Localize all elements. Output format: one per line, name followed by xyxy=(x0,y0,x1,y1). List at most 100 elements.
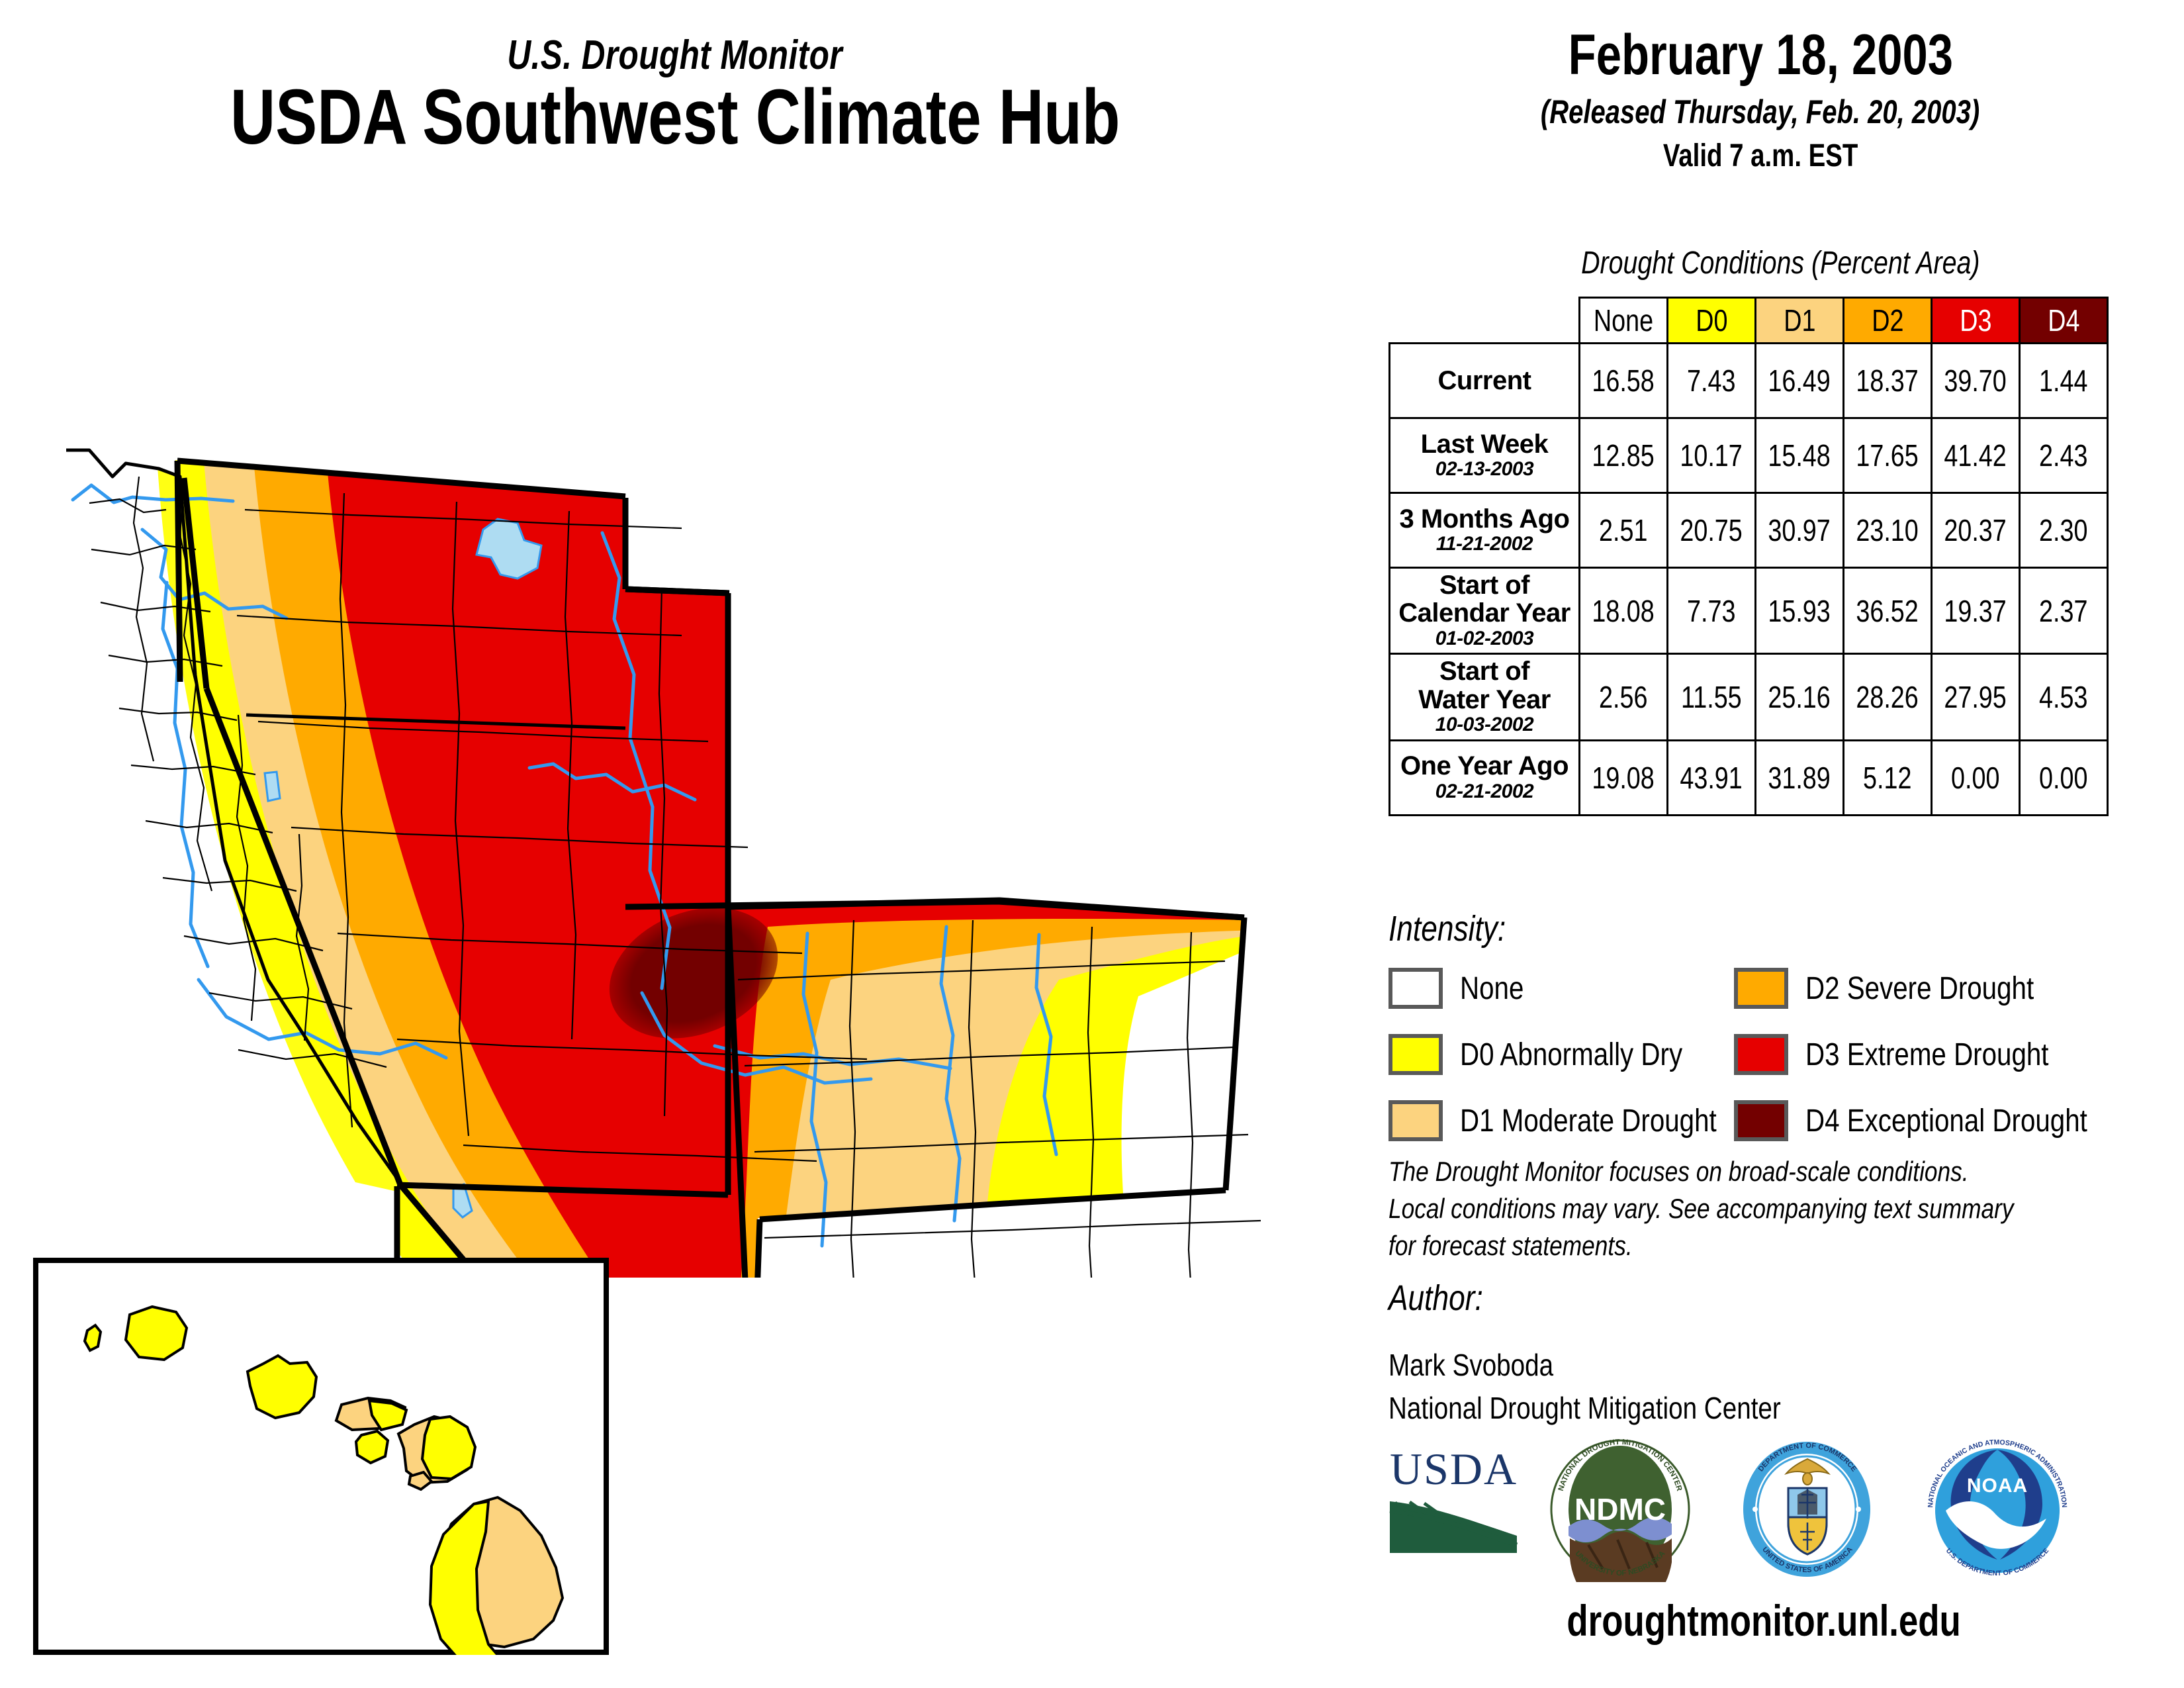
hawaii-inset[interactable] xyxy=(33,1258,609,1670)
noaa-logo: NOAA NATIONAL OCEANIC AND ATMOSPHERIC AD… xyxy=(1927,1438,2068,1578)
svg-text:NDMC: NDMC xyxy=(1574,1492,1666,1526)
row-label-title: One Year Ago xyxy=(1400,751,1569,781)
svg-text:NOAA: NOAA xyxy=(1967,1475,2028,1497)
cell-d4: 2.43 xyxy=(2019,417,2109,494)
cell-d2: 23.10 xyxy=(1843,492,1933,569)
ndmc-logo: NDMC NATIONAL DROUGHT MITIGATION CENTER … xyxy=(1550,1438,1690,1614)
cell-none: 19.08 xyxy=(1578,739,1668,816)
d4-exceptional-area xyxy=(609,908,778,1039)
legend-item-d1[interactable]: D1 Moderate Drought xyxy=(1388,1100,1766,1141)
hawaii-islands xyxy=(83,1305,565,1670)
valid-date-text: February 18, 2003 xyxy=(1568,23,1953,87)
legend-item-d0[interactable]: D0 Abnormally Dry xyxy=(1388,1034,1725,1075)
table-corner-cell xyxy=(1390,298,1580,344)
disclaimer-line-3: for forecast statements. xyxy=(1388,1229,1633,1261)
legend-swatch xyxy=(1388,968,1443,1009)
table-title-text: Drought Conditions (Percent Area) xyxy=(1580,246,1980,281)
row-label-2: 3 Months Ago 11-21-2002 xyxy=(1388,492,1580,569)
island-kahoolawe xyxy=(407,1470,433,1491)
cell-d3: 41.42 xyxy=(1931,417,2021,494)
logo-row: USDA NDMC NATIONAL DROUGHT MITIGATION CE… xyxy=(1383,1436,2138,1614)
release-date: (Released Thursday, Feb. 20, 2003) xyxy=(1390,93,2131,131)
legend-item-none[interactable]: None xyxy=(1388,968,1536,1009)
cell-d0: 11.55 xyxy=(1666,653,1756,741)
cell-d2: 5.12 xyxy=(1843,739,1933,816)
row-label-5: One Year Ago 02-21-2002 xyxy=(1388,739,1580,816)
page-subtitle: U.S. Drought Monitor xyxy=(0,32,1350,79)
cell-d1: 30.97 xyxy=(1754,492,1844,569)
island-maui-d0 xyxy=(420,1415,477,1481)
col-header-d0: D0 xyxy=(1666,297,1756,344)
author-block: Mark Svoboda National Drought Mitigation… xyxy=(1388,1344,1856,1430)
cell-d4: 1.44 xyxy=(2019,342,2109,419)
cell-none: 2.51 xyxy=(1578,492,1668,569)
row-label-1: Last Week 02-13-2003 xyxy=(1388,417,1580,494)
county-boundaries xyxy=(89,476,1261,1457)
cell-d1: 15.93 xyxy=(1754,566,1844,655)
intensity-heading: Intensity: xyxy=(1388,909,1506,949)
cell-none: 2.56 xyxy=(1578,653,1668,741)
disclaimer-line-1: The Drought Monitor focuses on broad-sca… xyxy=(1388,1156,1969,1187)
table-title: Drought Conditions (Percent Area) xyxy=(1390,245,2171,281)
legend-swatch xyxy=(1388,1100,1443,1141)
row-label-title: Start of Water Year xyxy=(1418,657,1551,714)
cell-d4: 4.53 xyxy=(2019,653,2109,741)
table-row: Start of Water Year 10-03-2002 2.56 11.55 25.… xyxy=(1388,653,2109,741)
col-header-d4: D4 xyxy=(2019,297,2109,344)
col-header-none: None xyxy=(1578,297,1668,344)
release-date-text: (Released Thursday, Feb. 20, 2003) xyxy=(1541,93,1980,130)
cell-d2: 18.37 xyxy=(1843,342,1933,419)
island-lanai xyxy=(354,1429,390,1465)
row-label-title: Start of Calendar Year xyxy=(1398,571,1570,628)
table-header-row: None D0 D1 D2 D3 D4 xyxy=(1390,297,2109,344)
lake-tahoe xyxy=(263,771,281,802)
cell-d3: 20.37 xyxy=(1931,492,2021,569)
cell-d0: 43.91 xyxy=(1666,739,1756,816)
page-subtitle-text: U.S. Drought Monitor xyxy=(507,32,843,78)
island-niihau xyxy=(83,1323,103,1352)
row-label-title: 3 Months Ago xyxy=(1399,504,1570,534)
drought-map[interactable] xyxy=(26,397,1343,1457)
legend-swatch xyxy=(1734,968,1788,1009)
table-row: One Year Ago 02-21-2002 19.08 43.91 31.89 5.1… xyxy=(1388,739,2109,816)
website-url[interactable]: droughtmonitor.unl.edu xyxy=(1390,1595,2138,1646)
row-label-3: Start of Calendar Year 01-02-2003 xyxy=(1388,566,1580,655)
cell-d1: 31.89 xyxy=(1754,739,1844,816)
disclaimer-line-2: Local conditions may vary. See accompany… xyxy=(1388,1192,2014,1224)
cell-d4: 0.00 xyxy=(2019,739,2109,816)
row-label-date: 10-03-2002 xyxy=(1435,714,1534,736)
legend-swatch xyxy=(1388,1034,1443,1075)
cell-d0: 10.17 xyxy=(1666,417,1756,494)
page-title-text: USDA Southwest Climate Hub xyxy=(230,73,1120,161)
row-label-date: 01-02-2003 xyxy=(1435,627,1534,649)
cell-d4: 2.30 xyxy=(2019,492,2109,569)
cell-d2: 28.26 xyxy=(1843,653,1933,741)
legend-item-d2[interactable]: D2 Severe Drought xyxy=(1734,968,2077,1009)
island-kauai xyxy=(124,1305,189,1362)
cell-d4: 2.37 xyxy=(2019,566,2109,655)
doc-seal: DEPARTMENT OF COMMERCE UNITED STATES OF … xyxy=(1743,1442,1870,1577)
legend-label: None xyxy=(1460,970,1524,1006)
legend-label: D0 Abnormally Dry xyxy=(1460,1037,1683,1072)
row-label-title: Last Week xyxy=(1420,429,1549,459)
cell-none: 16.58 xyxy=(1578,342,1668,419)
valid-time: Valid 7 a.m. EST xyxy=(1390,138,2131,174)
table-row: Last Week 02-13-2003 12.85 10.17 15.48 17.65 4… xyxy=(1388,417,2109,494)
cell-d0: 7.73 xyxy=(1666,566,1756,655)
cell-d0: 7.43 xyxy=(1666,342,1756,419)
legend-item-d4[interactable]: D4 Exceptional Drought xyxy=(1734,1100,2141,1141)
cell-d3: 39.70 xyxy=(1931,342,2021,419)
col-header-d3: D3 xyxy=(1931,297,2021,344)
website-url-text: droughtmonitor.unl.edu xyxy=(1567,1596,1961,1645)
author-name: Mark Svoboda xyxy=(1388,1348,1554,1382)
disclaimer: The Drought Monitor focuses on broad-sca… xyxy=(1388,1153,2130,1264)
row-label-date: 11-21-2002 xyxy=(1435,532,1533,555)
row-label-0: Current xyxy=(1388,342,1580,419)
author-heading: Author: xyxy=(1388,1278,1483,1318)
legend-item-d3[interactable]: D3 Extreme Drought xyxy=(1734,1034,2095,1075)
cell-d1: 16.49 xyxy=(1754,342,1844,419)
cell-d3: 19.37 xyxy=(1931,566,2021,655)
island-oahu xyxy=(246,1354,318,1420)
legend-label: D1 Moderate Drought xyxy=(1460,1103,1717,1139)
svg-text:USDA: USDA xyxy=(1390,1444,1518,1494)
